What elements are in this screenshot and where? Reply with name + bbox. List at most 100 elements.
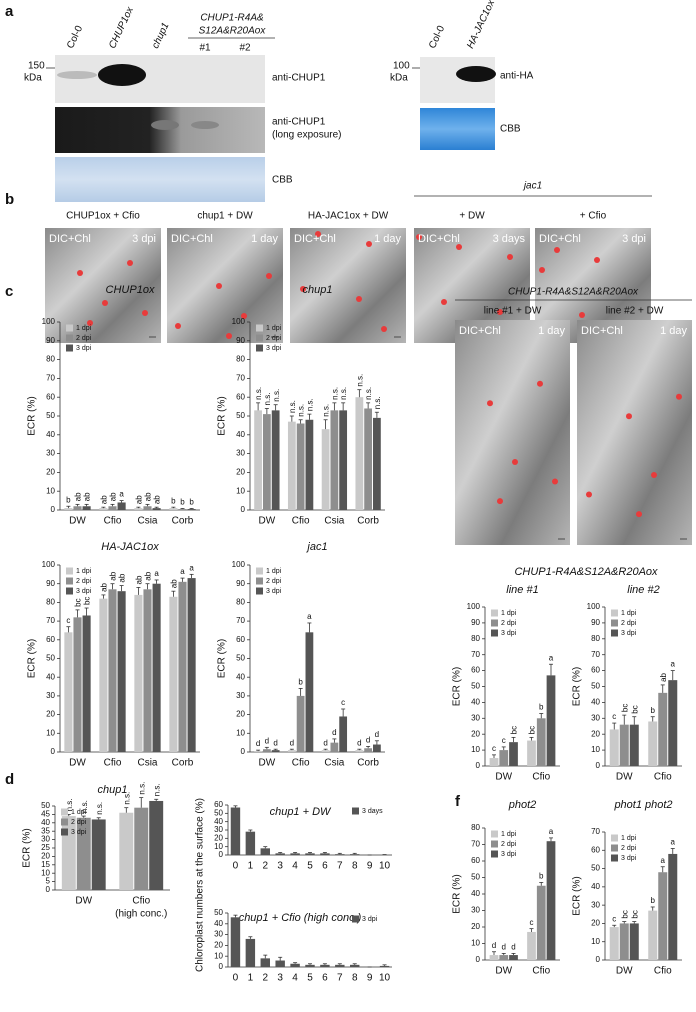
bar <box>271 750 280 752</box>
bar <box>305 632 314 752</box>
bar <box>546 841 556 960</box>
y-axis-label: ECR (%) <box>217 396 228 435</box>
bar <box>648 910 658 960</box>
significance-label: b <box>651 706 656 715</box>
legend-label: 2 dpi <box>76 335 92 342</box>
y-axis-label: ECR (%) <box>572 876 583 915</box>
y-tick-label: 0 <box>596 955 601 964</box>
y-tick-label: 90 <box>471 618 480 627</box>
image-title: chup1 + DW <box>197 211 253 222</box>
y-tick-label: 100 <box>467 602 481 611</box>
legend-swatch <box>256 344 263 352</box>
significance-label: d <box>323 738 327 747</box>
y-tick-label: 50 <box>41 801 50 810</box>
significance-label: d <box>366 735 370 744</box>
y-tick-label: 70 <box>471 650 480 659</box>
x-tick-label: Cfio <box>292 516 310 527</box>
y-tick-label: 80 <box>46 355 55 364</box>
y-tick-label: 40 <box>46 672 55 681</box>
y-tick-label: 60 <box>236 635 245 644</box>
significance-label: ab <box>170 579 179 588</box>
chloroplast <box>626 413 632 420</box>
bar <box>134 807 149 890</box>
y-tick-label: 90 <box>46 336 55 345</box>
significance-label: a <box>119 490 124 499</box>
x-tick-label: 7 <box>337 973 343 984</box>
legend-label: 1 dpi <box>621 835 637 842</box>
legend-label: 2 dpi <box>76 578 92 585</box>
y-tick-label: 20 <box>591 919 600 928</box>
y-tick-label: 25 <box>41 843 50 852</box>
x-tick-label: 3 <box>277 861 283 872</box>
bar <box>658 872 668 960</box>
bar <box>61 816 76 890</box>
bar <box>134 508 143 510</box>
legend-swatch <box>611 619 618 627</box>
y-tick-label: 50 <box>236 654 245 663</box>
lane-label: HA-JAC1ox <box>465 0 497 50</box>
time-label: 3 days <box>493 233 526 245</box>
bar <box>117 502 126 510</box>
legend-swatch <box>352 915 359 923</box>
y-tick-label: 20 <box>41 852 50 861</box>
significance-label: d <box>375 730 379 739</box>
y-tick-label: 0 <box>51 505 56 514</box>
chart-title: line #2 <box>627 584 659 596</box>
y-tick-label: 10 <box>236 728 245 737</box>
chloroplast <box>127 260 133 266</box>
y-tick-label: 10 <box>46 728 55 737</box>
significance-label: n.s. <box>95 802 104 815</box>
bar <box>609 927 619 960</box>
chart-title: line #1 <box>506 584 538 596</box>
legend-label: 1 dpi <box>76 568 92 575</box>
image-title: CHUP1ox + Cfio <box>66 211 140 222</box>
y-tick-label: 50 <box>591 682 600 691</box>
bar <box>117 591 126 752</box>
bar <box>260 848 270 855</box>
y-tick-label: 80 <box>46 598 55 607</box>
bar <box>629 724 639 766</box>
legend-label: 2 dpi <box>266 335 282 342</box>
legend-swatch <box>61 808 68 816</box>
significance-label: n.s. <box>322 404 331 417</box>
y-tick-label: 20 <box>471 922 480 931</box>
micrograph <box>455 320 570 545</box>
blot-band <box>151 120 179 130</box>
y-tick-label: 50 <box>471 682 480 691</box>
y-tick-label: 70 <box>236 374 245 383</box>
chart-title: phot1 phot2 <box>613 799 672 811</box>
legend-label: 3 days <box>362 808 383 815</box>
bar <box>108 506 117 510</box>
bar <box>245 831 256 855</box>
x-tick-label: 6 <box>322 973 328 984</box>
bar <box>373 417 381 510</box>
bar <box>296 695 305 752</box>
x-tick-label: 5 <box>307 973 313 984</box>
chloroplast <box>356 296 362 302</box>
chloroplast <box>497 498 503 505</box>
y-tick-label: 70 <box>591 827 600 836</box>
significance-label: a <box>549 653 554 662</box>
x-tick-label: Corb <box>357 758 379 769</box>
chart-title: chup1 + Cfio (high conc.) <box>239 912 362 924</box>
y-tick-label: 80 <box>236 355 245 364</box>
legend-label: 2 dpi <box>266 578 282 585</box>
significance-label: a <box>549 827 554 836</box>
bar <box>619 923 629 960</box>
bar <box>287 750 296 752</box>
bar <box>169 596 178 752</box>
bar <box>73 617 82 752</box>
bar <box>536 718 546 766</box>
x-tick-label: 6 <box>322 861 328 872</box>
y-tick-label: 40 <box>471 698 480 707</box>
y-tick-label: 10 <box>214 842 223 851</box>
significance-label: n.s. <box>330 387 339 400</box>
significance-label: n.s. <box>152 783 161 796</box>
y-axis-label: ECR (%) <box>572 667 583 706</box>
x-tick-label: 9 <box>367 861 373 872</box>
legend-swatch <box>256 324 263 332</box>
legend-swatch <box>491 629 498 637</box>
panel-label: d <box>5 771 14 788</box>
y-tick-label: 100 <box>232 317 246 326</box>
